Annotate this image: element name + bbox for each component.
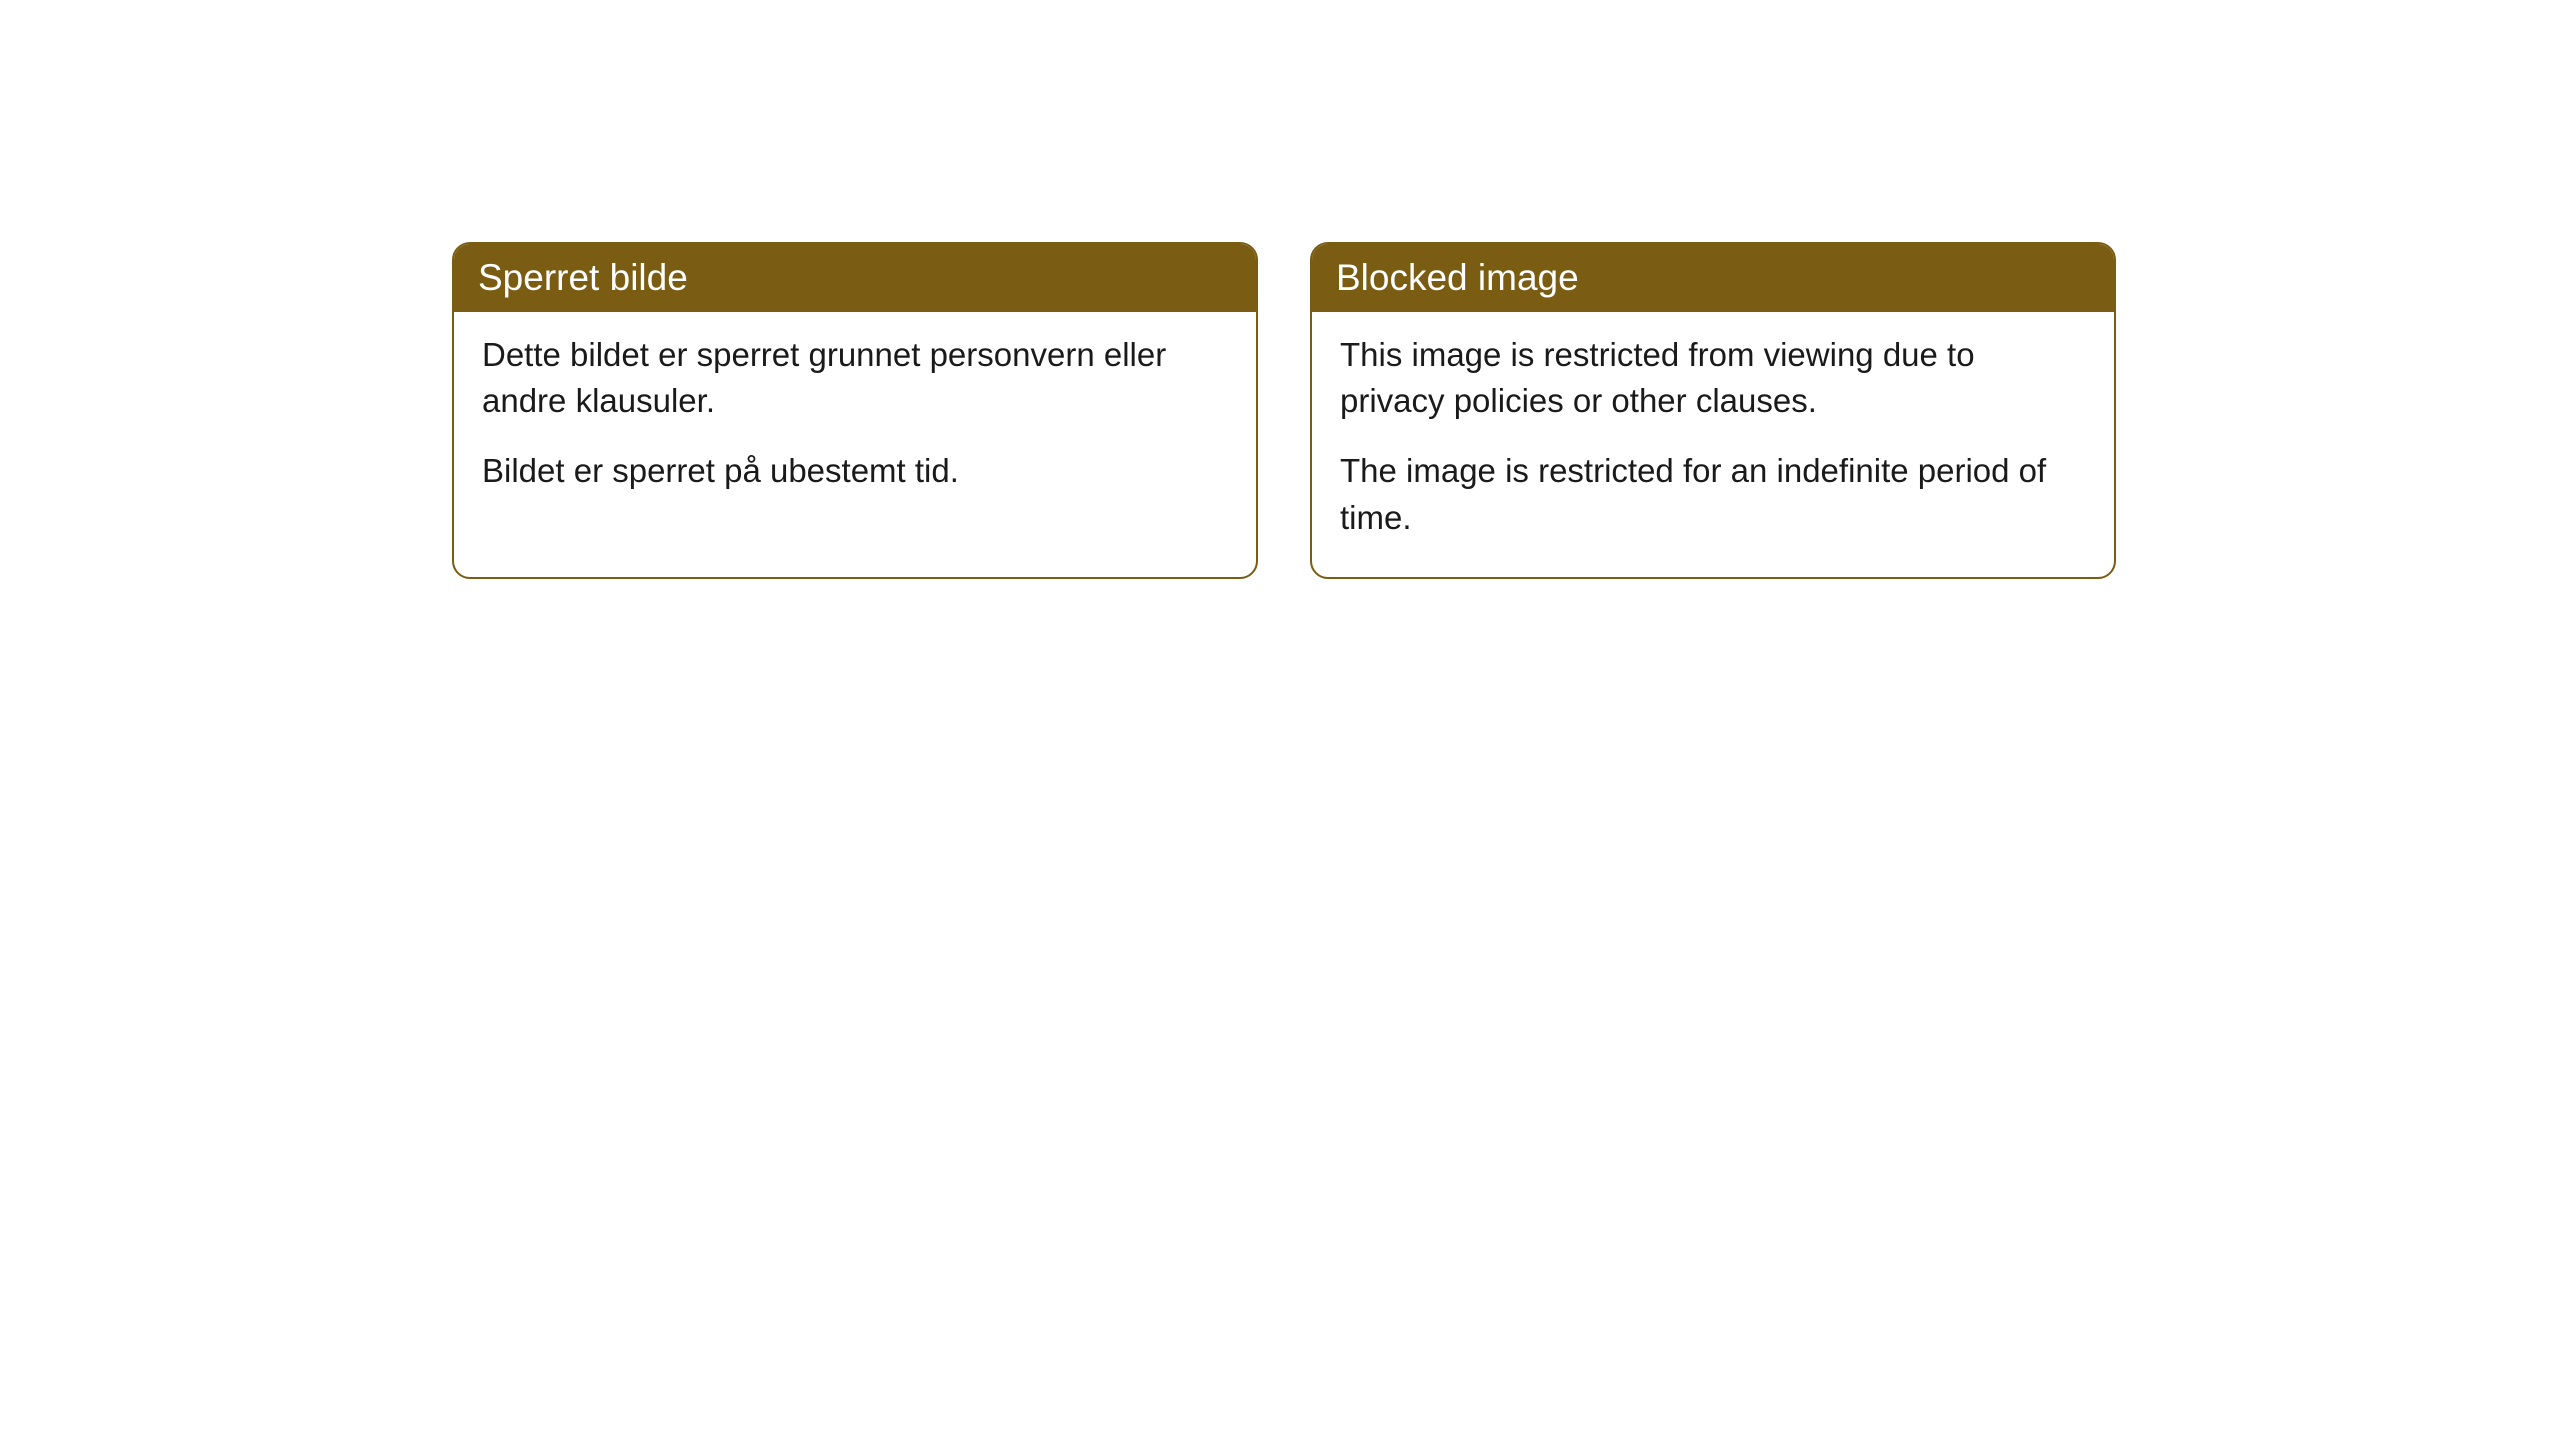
card-body: This image is restricted from viewing du… [1312,312,2114,577]
notice-paragraph-1: This image is restricted from viewing du… [1340,332,2086,424]
card-header: Blocked image [1312,244,2114,312]
notice-card-norwegian: Sperret bilde Dette bildet er sperret gr… [452,242,1258,579]
card-body: Dette bildet er sperret grunnet personve… [454,312,1256,531]
notice-paragraph-2: Bildet er sperret på ubestemt tid. [482,448,1228,494]
notice-card-english: Blocked image This image is restricted f… [1310,242,2116,579]
card-header: Sperret bilde [454,244,1256,312]
notice-paragraph-2: The image is restricted for an indefinit… [1340,448,2086,540]
notice-paragraph-1: Dette bildet er sperret grunnet personve… [482,332,1228,424]
notice-container: Sperret bilde Dette bildet er sperret gr… [452,242,2116,579]
